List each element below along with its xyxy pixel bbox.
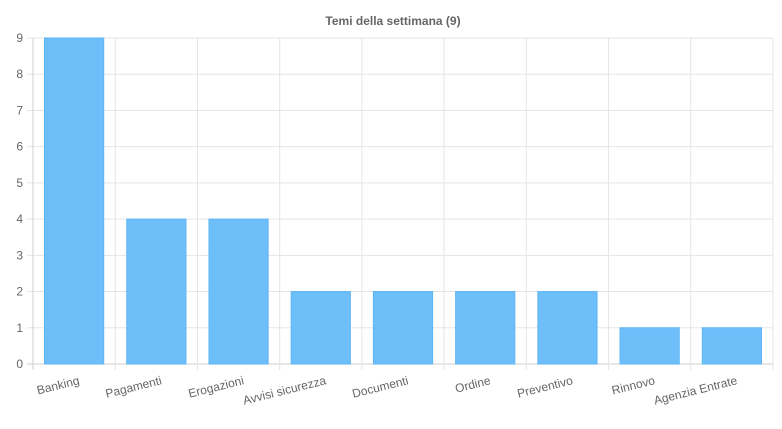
- y-tick-label: 3: [16, 248, 23, 262]
- y-tick-label: 5: [16, 176, 23, 190]
- bar-pagamenti[interactable]: [126, 218, 187, 365]
- y-tick-label: 4: [16, 212, 23, 226]
- bar-erogazioni[interactable]: [208, 218, 269, 365]
- bar-ordine[interactable]: [455, 291, 516, 365]
- y-tick-label: 0: [16, 357, 23, 371]
- x-tick-label: Rinnovo: [610, 373, 656, 397]
- bars: [44, 37, 762, 365]
- y-tick-label: 7: [16, 103, 23, 117]
- bar-preventivo[interactable]: [537, 291, 598, 365]
- y-axis-ticks: 0 1 2 3 4 5 6 7 8 9: [16, 31, 23, 371]
- x-tick-label: Banking: [35, 373, 80, 397]
- y-tick-label: 1: [16, 321, 23, 335]
- y-tick-label: 8: [16, 67, 23, 81]
- bar-banking[interactable]: [44, 37, 105, 365]
- bar-documenti[interactable]: [372, 291, 434, 365]
- chart-title: Temi della settimana (9): [325, 14, 460, 28]
- grid-lines: [27, 37, 774, 370]
- x-tick-label: Ordine: [454, 373, 493, 395]
- y-tick-label: 2: [16, 285, 23, 299]
- x-tick-label: Documenti: [351, 373, 410, 400]
- bar-rinnovo[interactable]: [619, 327, 680, 365]
- x-tick-label: Agenzia Entrate: [652, 373, 739, 407]
- x-tick-label: Preventivo: [516, 373, 575, 400]
- x-tick-label: Erogazioni: [187, 373, 245, 400]
- y-tick-label: 9: [16, 31, 23, 45]
- x-tick-label: Pagamenti: [104, 373, 163, 400]
- bar-avvisi-sicurezza[interactable]: [290, 291, 351, 365]
- y-tick-label: 6: [16, 140, 23, 154]
- x-tick-label: Avvisi sicurezza: [242, 373, 328, 407]
- bar-agenzia-entrate[interactable]: [701, 327, 762, 365]
